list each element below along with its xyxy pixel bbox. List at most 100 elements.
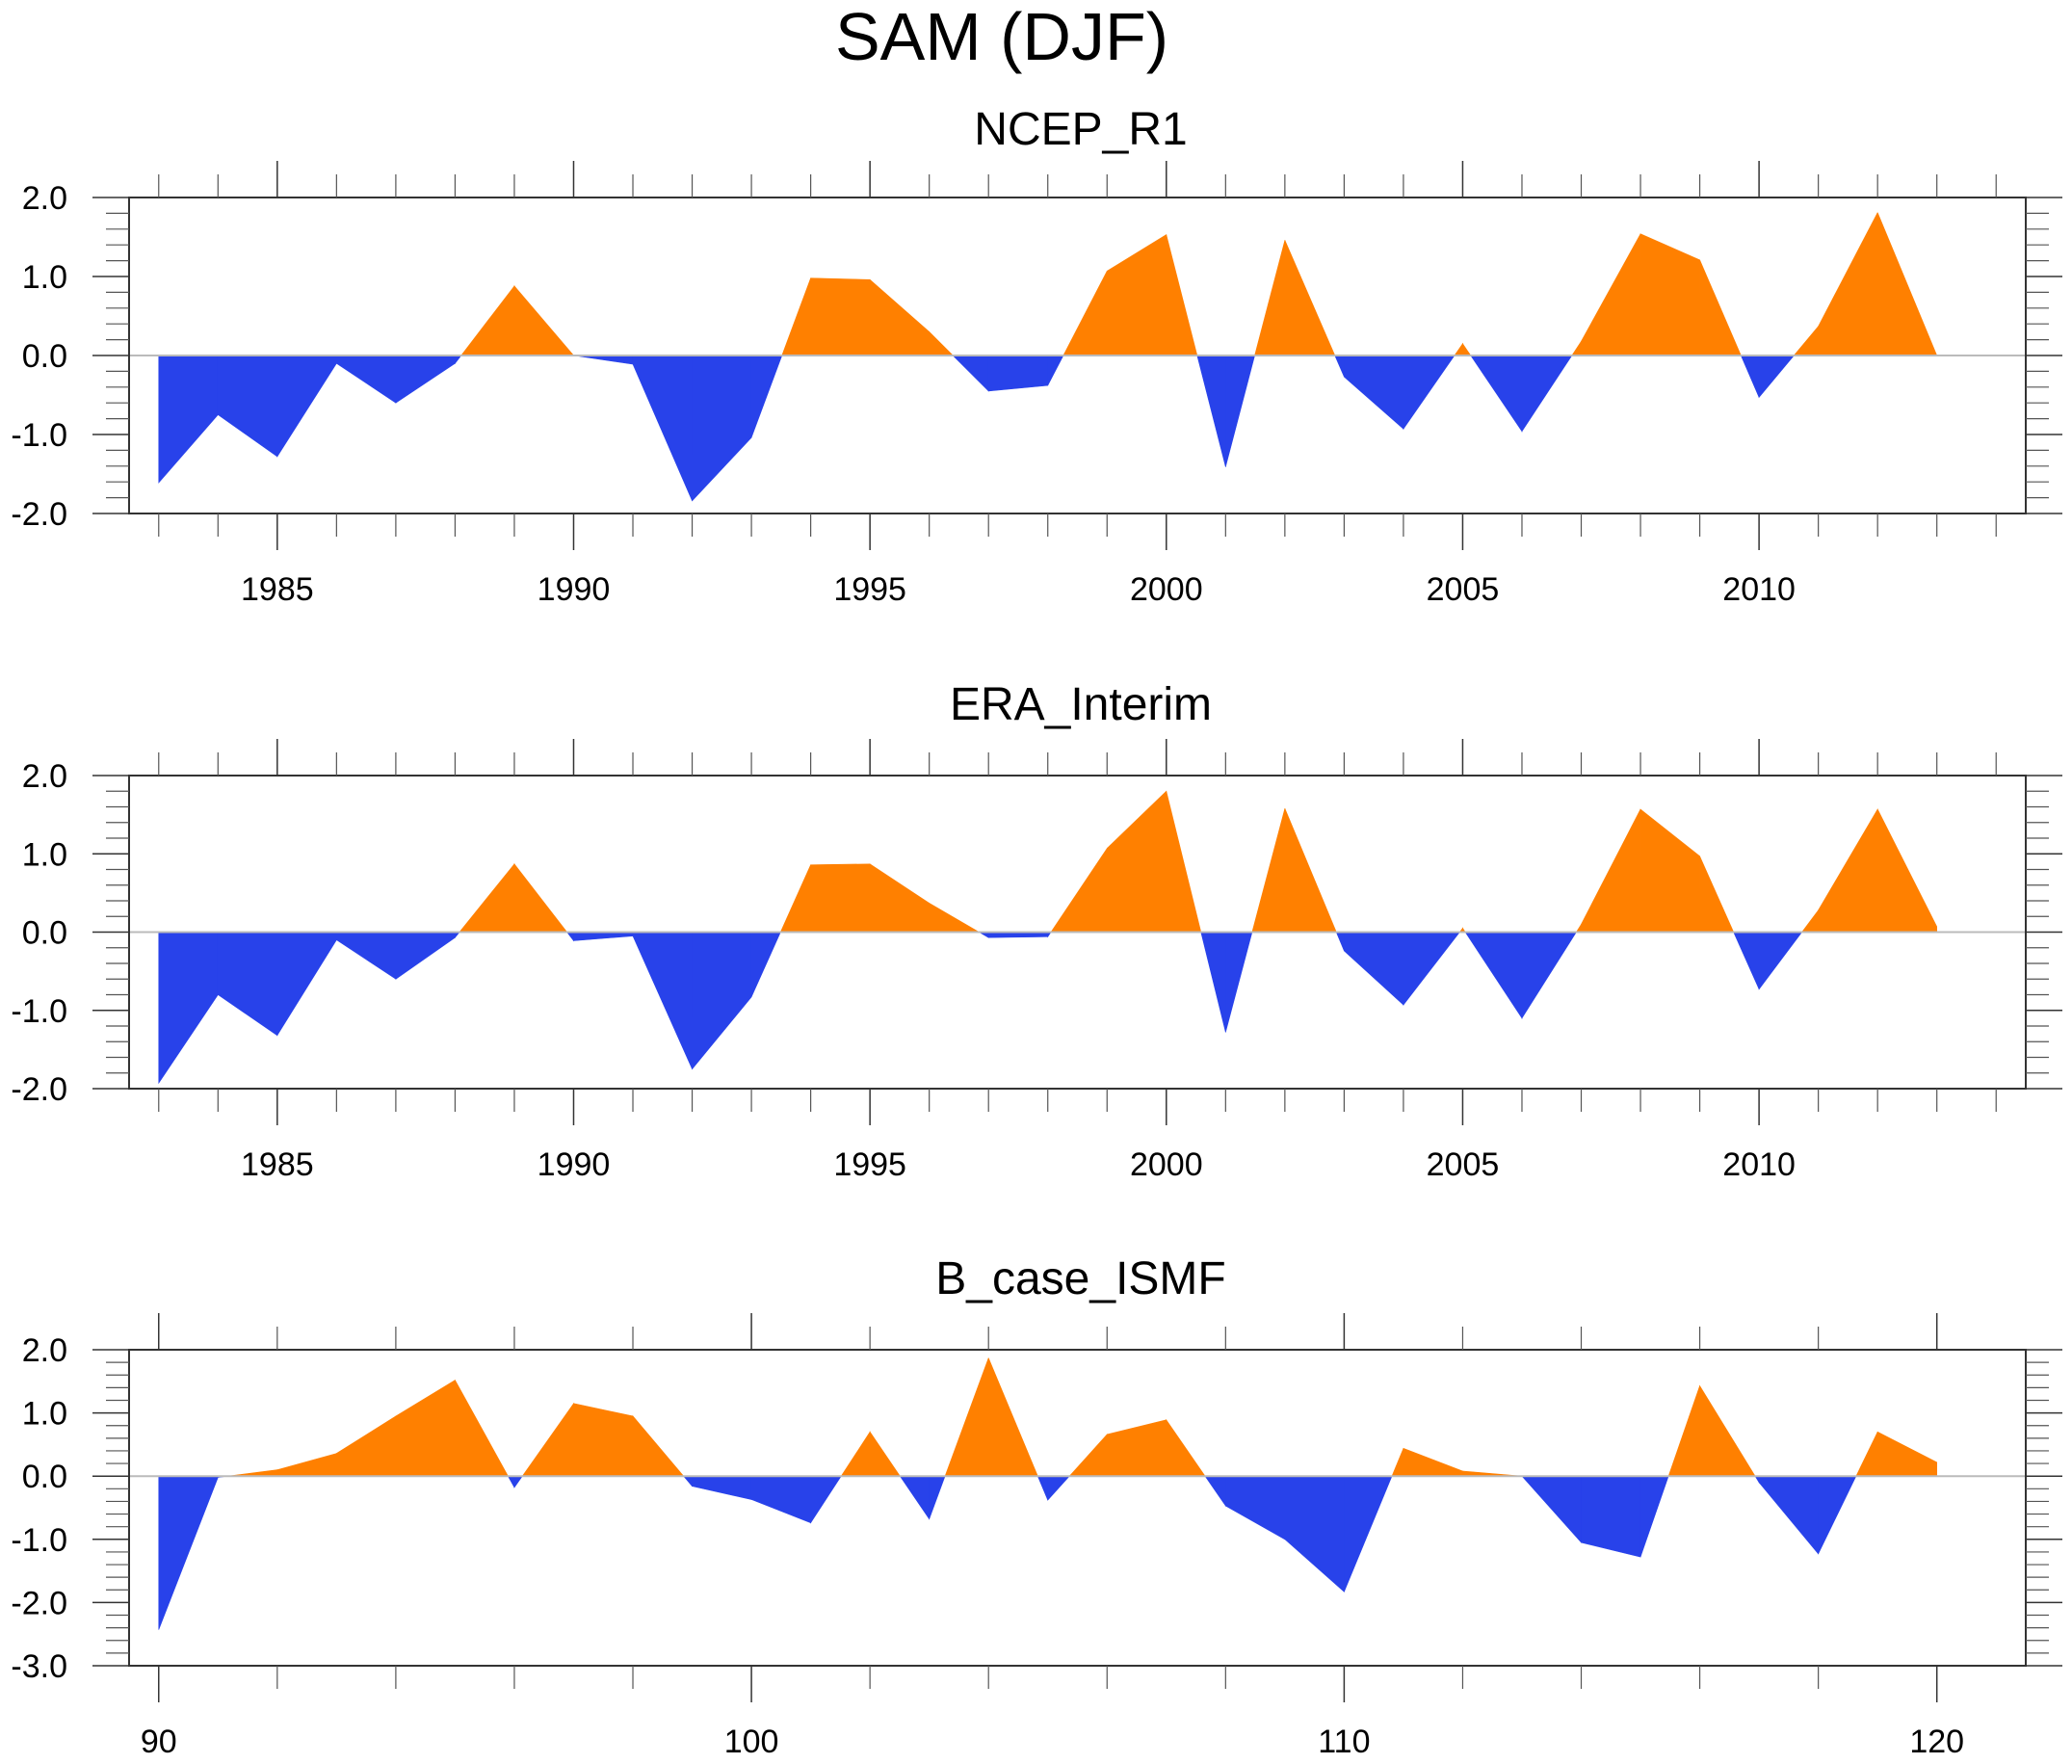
positive-area [781, 277, 811, 356]
negative-area [1403, 355, 1456, 431]
panel-title: NCEP_R1 [974, 104, 1187, 155]
negative-area [395, 932, 456, 980]
negative-area [395, 355, 456, 404]
panel-b-case-ismf: B_case_ISMF 90 100 110 120 -3.0 -2.0 -1.0 0.0 1.… [11, 1253, 2062, 1760]
x-tick-label: 1990 [538, 1146, 611, 1183]
negative-area [632, 932, 693, 1069]
negative-area [1047, 355, 1064, 386]
positive-area [810, 277, 871, 356]
negative-area [276, 932, 337, 1037]
x-tick-label: 1990 [538, 571, 611, 608]
positive-area [521, 1402, 574, 1477]
y-tick-label: -1.0 [11, 1522, 67, 1559]
positive-area [1639, 808, 1700, 933]
negative-area [1758, 932, 1803, 990]
negative-area [1036, 1475, 1049, 1501]
negative-area [692, 932, 752, 1070]
positive-area [1050, 847, 1108, 933]
positive-area [1581, 808, 1641, 933]
positive-area [1855, 1432, 1878, 1477]
y-tick-label: 2.0 [22, 180, 67, 217]
negative-area [217, 355, 278, 458]
x-tick-label: 110 [1318, 1724, 1370, 1760]
negative-area [1225, 1475, 1286, 1540]
negative-area [692, 355, 752, 502]
negative-area [1225, 932, 1253, 1033]
negative-area [1196, 355, 1226, 467]
positive-area [779, 864, 811, 933]
y-tick-label: 0.0 [22, 915, 67, 952]
negative-area [750, 932, 781, 998]
negative-area [1403, 932, 1460, 1006]
negative-area [1047, 1475, 1070, 1501]
positive-area [1575, 923, 1582, 933]
positive-area [573, 1403, 634, 1477]
positive-area [1106, 1419, 1167, 1477]
panel-title: ERA_Interim [950, 679, 1212, 730]
y-tick-label: -1.0 [11, 417, 67, 454]
negative-area [899, 1475, 930, 1520]
y-tick-label: -2.0 [11, 496, 67, 533]
x-tick-label: 2005 [1427, 1146, 1500, 1183]
panel-era-interim: ERA_Interim 1985 1990 1995 2000 2005 2010 -2.0… [11, 679, 2062, 1183]
negative-area [1818, 1475, 1857, 1555]
plot-frame [128, 1349, 2027, 1667]
positive-area [1284, 808, 1337, 933]
positive-area [929, 330, 955, 356]
positive-area [1391, 1448, 1404, 1477]
y-tick-label: 2.0 [22, 1332, 67, 1369]
positive-area [1581, 233, 1641, 356]
negative-area [1344, 1475, 1393, 1593]
positive-area [987, 1357, 1038, 1477]
positive-area [459, 862, 515, 933]
positive-area [929, 902, 981, 933]
negative-area [929, 1475, 946, 1519]
negative-area [1470, 355, 1523, 433]
positive-area [1166, 1418, 1206, 1477]
negative-area [1740, 355, 1760, 398]
positive-area [1062, 271, 1108, 356]
negative-area [507, 1475, 515, 1488]
y-tick-label: 1.0 [22, 259, 67, 296]
negative-area [158, 355, 219, 484]
x-tick-label: 1985 [241, 571, 314, 608]
positive-area [1876, 212, 1938, 356]
positive-area [1876, 808, 1938, 933]
positive-area [1284, 240, 1336, 356]
positive-area [1571, 340, 1582, 356]
positive-area [810, 863, 871, 933]
positive-area [1667, 1385, 1700, 1477]
panel-ncep-r1: NCEP_R1 1985 1990 1995 2000 2005 2010 -2.0 -1.0… [11, 104, 2062, 608]
positive-area [1106, 234, 1167, 356]
negative-area [952, 355, 989, 392]
positive-area [1251, 808, 1286, 933]
positive-area [513, 862, 568, 933]
negative-area [1344, 932, 1404, 1006]
positive-area [1166, 791, 1202, 933]
negative-area [750, 355, 783, 438]
positive-area [1166, 234, 1198, 356]
x-tick-label: 90 [141, 1724, 177, 1760]
negative-area [455, 355, 462, 365]
positive-area [336, 1415, 397, 1477]
positive-area [276, 1453, 337, 1477]
negative-area [750, 1475, 811, 1524]
panel-title: B_case_ISMF [935, 1253, 1225, 1304]
positive-area [1793, 325, 1819, 356]
positive-area [840, 1431, 871, 1477]
positive-area [632, 1415, 685, 1477]
positive-area [1699, 856, 1735, 933]
negative-area [1335, 932, 1345, 952]
negative-area [1521, 1475, 1582, 1543]
positive-area [869, 863, 930, 933]
x-tick-label: 2005 [1427, 571, 1500, 608]
negative-area [987, 355, 1049, 392]
positive-area [1699, 1384, 1756, 1477]
positive-area [513, 285, 575, 356]
negative-area [810, 1475, 842, 1524]
negative-area [336, 932, 397, 980]
negative-area [1581, 1475, 1641, 1558]
positive-area [1639, 233, 1700, 356]
positive-area [1403, 1447, 1463, 1477]
